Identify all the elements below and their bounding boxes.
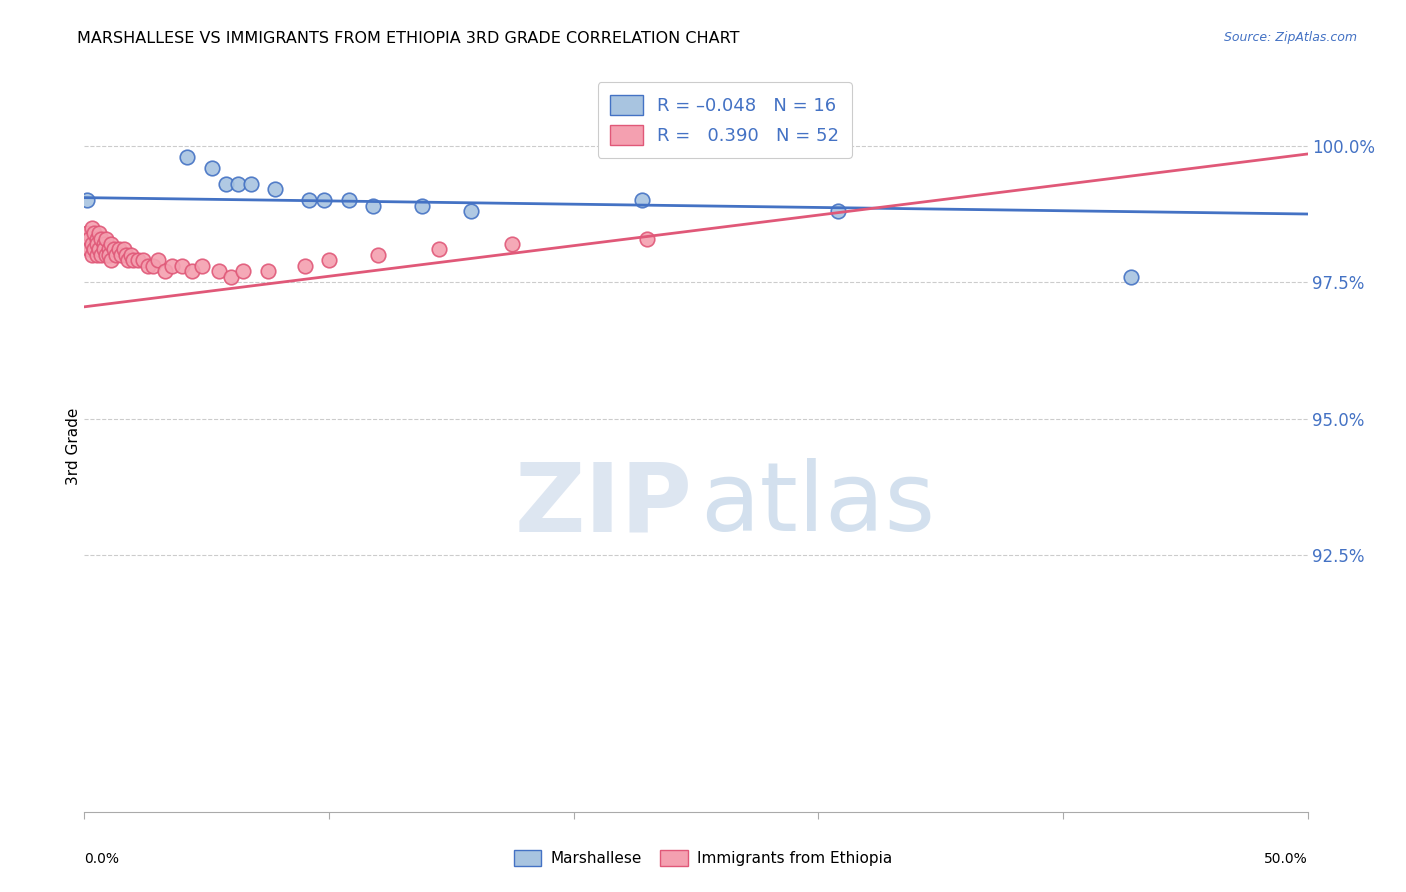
Point [93,237,115,252]
Point [93,243,115,257]
Point [132,253,155,268]
Point [162,259,184,273]
Point [142,259,165,273]
Point [96,231,118,245]
Point [100,253,122,268]
Point [103,243,125,257]
Point [181,264,204,278]
Point [232,264,254,278]
Point [153,264,176,278]
Point [172,259,194,273]
Point [100,237,122,252]
Point [110,248,132,262]
Point [827,204,849,219]
Text: 50.0%: 50.0% [1264,852,1308,866]
Point [87,226,110,240]
Point [314,194,336,208]
Point [208,264,231,278]
Point [96,248,118,262]
Point [411,199,433,213]
Point [76,194,98,208]
Point [86,248,108,262]
Point [294,259,316,273]
Point [427,243,450,257]
Text: ZIP: ZIP [515,458,692,551]
Point [105,248,128,262]
Point [77,231,100,245]
Point [298,194,321,208]
Point [83,226,105,240]
Point [76,226,98,240]
Legend: Marshallese, Immigrants from Ethiopia: Marshallese, Immigrants from Ethiopia [506,842,900,873]
Point [115,248,138,262]
Point [127,253,149,268]
Point [215,177,238,191]
Point [90,231,112,245]
Point [176,150,198,164]
Point [86,237,108,252]
Point [146,253,169,268]
Point [77,243,100,257]
Point [239,177,262,191]
Point [228,177,250,191]
Point [367,248,389,262]
Point [112,243,135,257]
Point [86,231,108,245]
Point [636,231,658,245]
Legend: R = –0.048   N = 16, R =   0.390   N = 52: R = –0.048 N = 16, R = 0.390 N = 52 [598,82,852,158]
Point [200,161,222,175]
Text: MARSHALLESE VS IMMIGRANTS FROM ETHIOPIA 3RD GRADE CORRELATION CHART: MARSHALLESE VS IMMIGRANTS FROM ETHIOPIA … [77,31,740,46]
Y-axis label: 3rd Grade: 3rd Grade [66,408,80,484]
Point [264,182,287,196]
Point [107,243,129,257]
Text: atlas: atlas [700,458,935,551]
Point [257,264,280,278]
Point [120,248,142,262]
Point [191,259,214,273]
Point [87,243,110,257]
Point [1121,269,1143,284]
Point [361,199,384,213]
Text: 0.0%: 0.0% [84,852,120,866]
Point [97,243,120,257]
Point [136,259,159,273]
Point [80,220,103,235]
Point [122,253,145,268]
Point [80,248,103,262]
Text: Source: ZipAtlas.com: Source: ZipAtlas.com [1223,31,1357,45]
Point [90,248,112,262]
Point [97,248,120,262]
Point [219,269,242,284]
Point [460,204,482,219]
Point [83,243,105,257]
Point [80,237,103,252]
Point [502,237,524,252]
Point [337,194,360,208]
Point [631,194,654,208]
Point [318,253,340,268]
Point [117,253,139,268]
